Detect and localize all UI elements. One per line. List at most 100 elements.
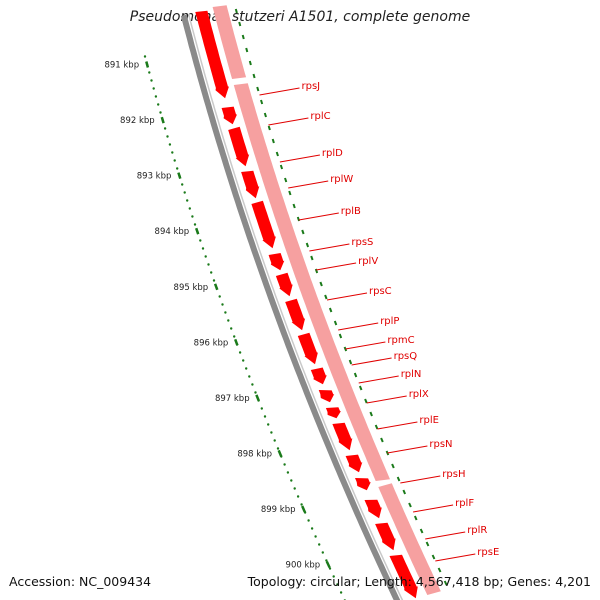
ruler-minor-tick <box>254 391 257 394</box>
outer-tick <box>358 385 363 391</box>
ruler-label: 896 kbp <box>194 338 229 348</box>
ruler-minor-tick <box>260 407 263 410</box>
gene-label: rpsE <box>477 547 499 558</box>
gene-leader-line <box>387 445 428 454</box>
ruler-minor-tick <box>201 247 205 250</box>
ruler-minor-tick <box>193 223 197 226</box>
ruler-minor-tick <box>328 567 332 570</box>
gene-arrow <box>332 422 353 451</box>
gene-label: rplR <box>467 525 487 536</box>
ruler-minor-tick <box>245 367 248 370</box>
ruler-minor-tick <box>168 143 172 146</box>
ruler-minor-tick <box>242 359 245 362</box>
ruler-minor-tick <box>204 255 207 258</box>
ruler-minor-tick <box>173 159 176 162</box>
gene-label: rplW <box>330 174 353 185</box>
outer-tick <box>248 60 252 66</box>
gene-leader-line <box>338 322 379 331</box>
light-gene-segment <box>378 483 441 595</box>
ruler-minor-tick <box>307 519 310 522</box>
outer-tick <box>380 437 384 443</box>
gene-arrow <box>310 367 327 385</box>
ruler-minor-tick <box>310 527 314 530</box>
outer-tick <box>353 372 358 378</box>
gene-arrow <box>275 272 293 297</box>
outer-tick <box>234 8 238 14</box>
gene-arrow <box>228 126 250 167</box>
gene-leader-line <box>366 395 407 404</box>
ruler-minor-tick <box>143 55 147 58</box>
outer-tick <box>271 138 275 144</box>
ruler-minor-tick <box>212 279 216 282</box>
ruler-label: 892 kbp <box>120 116 155 126</box>
ruler-major-tick <box>177 172 182 179</box>
outer-tick <box>348 359 353 365</box>
ruler-major-tick <box>277 449 283 457</box>
gene-leader-line <box>425 531 466 540</box>
gene-arrow <box>375 522 396 551</box>
gene-leader-line <box>413 504 454 513</box>
ruler-minor-tick <box>230 327 233 330</box>
backbone-edge <box>187 13 404 600</box>
gene-leader-line <box>351 357 392 366</box>
ruler-label: 894 kbp <box>155 227 190 237</box>
ruler-minor-tick <box>248 375 251 378</box>
outer-tick <box>319 281 323 287</box>
ruler-major-tick <box>145 61 150 68</box>
outer-tick <box>241 34 245 40</box>
gene-label: rplX <box>409 389 429 400</box>
ruler-minor-tick <box>296 495 300 498</box>
outer-tick <box>260 99 264 105</box>
outer-tick <box>369 411 373 417</box>
outer-tick <box>310 255 314 261</box>
ruler-minor-tick <box>183 191 186 194</box>
ruler-major-tick <box>195 227 200 235</box>
gene-arrow <box>325 407 341 419</box>
outer-tick <box>338 333 343 339</box>
outer-tick <box>391 463 395 469</box>
outer-tick <box>413 515 418 521</box>
genome-summary-text: Topology: circular; Length: 4,567,418 bp… <box>247 574 591 589</box>
outer-tick <box>443 580 448 586</box>
ruler-major-tick <box>301 505 306 513</box>
ruler-minor-tick <box>339 591 343 594</box>
ruler-minor-tick <box>267 423 270 426</box>
ruler-minor-tick <box>321 551 324 554</box>
ruler-minor-tick <box>318 543 321 546</box>
gene-leader-line <box>259 87 300 96</box>
ruler-minor-tick <box>314 535 317 538</box>
accession-text: Accession: NC_009434 <box>9 574 152 589</box>
gene-label: rplN <box>401 369 422 380</box>
gene-label: rplC <box>310 111 330 122</box>
ruler-minor-tick <box>273 439 276 442</box>
gene-labels: rpsJ rplC rplD rplW rplB rpsS rplV rpsC rplP rpmC… <box>259 81 499 562</box>
ruler-major-tick <box>325 560 331 569</box>
ruler-minor-tick <box>207 263 210 266</box>
gene-leader-line <box>309 243 350 252</box>
outer-tick <box>288 190 292 196</box>
ruler-track: 891 kbp 892 kbp 893 kbp 894 kbp 895 kbp 896 k… <box>104 8 448 600</box>
gene-label: rpsH <box>442 469 465 480</box>
outer-tick <box>245 47 249 53</box>
outer-tick <box>402 489 407 495</box>
gene-label: rplB <box>341 206 361 217</box>
ruler-minor-tick <box>221 303 224 306</box>
gene-leader-line <box>279 154 320 163</box>
ruler-minor-tick <box>233 335 236 338</box>
outer-tick <box>364 398 368 404</box>
outer-tick <box>431 554 436 560</box>
ruler-minor-tick <box>263 415 267 418</box>
outer-tick <box>256 86 260 92</box>
ruler-minor-tick <box>238 351 242 354</box>
gene-label: rpsQ <box>394 351 418 362</box>
ruler-label: 898 kbp <box>237 449 272 459</box>
ruler-major-tick <box>160 116 165 124</box>
outer-tick <box>419 528 424 534</box>
ruler-major-tick <box>255 394 260 402</box>
ruler-minor-tick <box>181 183 184 186</box>
outer-tick <box>328 307 333 313</box>
gene-label: rplP <box>380 316 399 327</box>
outer-tick <box>396 476 401 482</box>
gene-arrow <box>389 554 418 599</box>
gene-arrow <box>355 478 371 491</box>
